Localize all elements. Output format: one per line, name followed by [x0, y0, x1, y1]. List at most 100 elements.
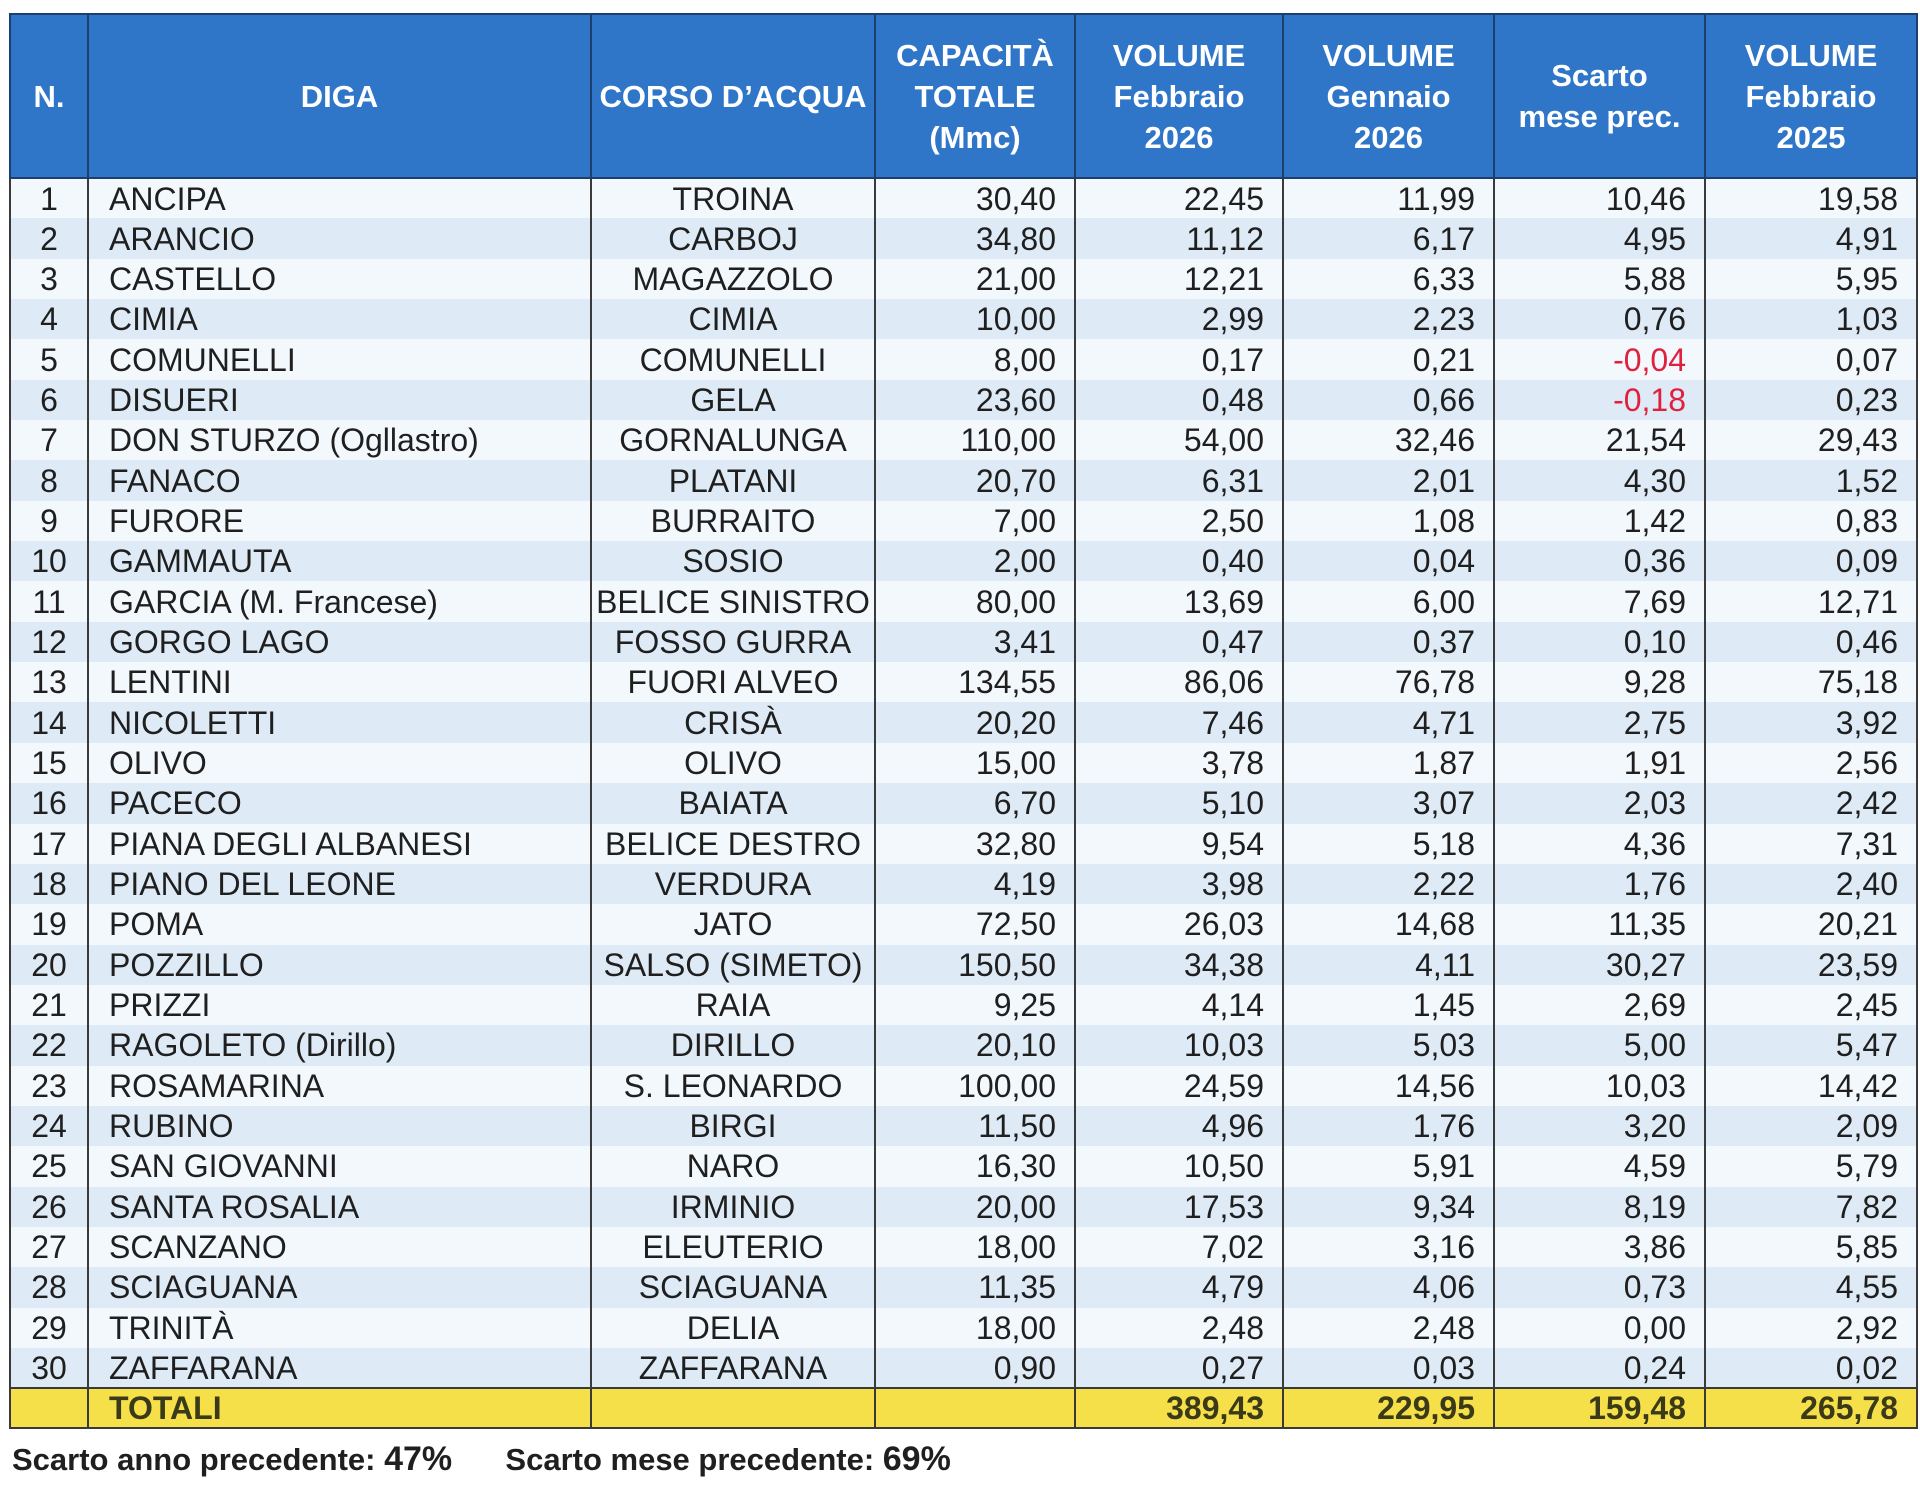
cell-capacita: 110,00 — [874, 420, 1076, 461]
dams-table: N. DIGA CORSO D’ACQUA CAPACITÀ TOTALE (Mmc… — [9, 13, 1918, 1430]
table-row: 20 POZZILLO SALSO (SIMETO) 150,50 34,38 4,11 3… — [9, 944, 1918, 985]
table-row: 21 PRIZZI RAIA 9,25 4,14 1,45 2,69 2,45 — [9, 984, 1918, 1026]
cell-capacita: 20,70 — [874, 460, 1076, 501]
cell-capacita: 134,55 — [874, 662, 1076, 703]
cell-capacita: 8,00 — [874, 339, 1076, 380]
cell-volume-feb-2025: 4,55 — [1704, 1267, 1918, 1308]
table-row: 22 RAGOLETO (Dirillo) DIRILLO 20,10 10,03 5,0… — [9, 1025, 1918, 1066]
cell-diga: DON STURZO (Ogllastro) — [87, 420, 592, 461]
cell-volume-gen-2026: 11,99 — [1282, 176, 1495, 219]
cell-scarto: 3,20 — [1493, 1105, 1706, 1147]
cell-corso: ELEUTERIO — [590, 1226, 876, 1268]
cell-n: 18 — [9, 863, 89, 905]
cell-volume-gen-2026: 6,00 — [1282, 581, 1495, 622]
cell-n: 26 — [9, 1186, 89, 1227]
cell-volume-feb-2026: 2,50 — [1074, 500, 1284, 542]
cell-volume-gen-2026: 4,11 — [1282, 944, 1495, 985]
cell-capacita: 11,35 — [874, 1267, 1076, 1308]
cell-volume-feb-2025: 75,18 — [1704, 662, 1918, 703]
scarto-mese-label: Scarto mese precedente: — [505, 1442, 875, 1477]
cell-corso: SALSO (SIMETO) — [590, 944, 876, 985]
table-row: 14 NICOLETTI CRISÀ 20,20 7,46 4,71 2,75 3,92 — [9, 702, 1918, 743]
cell-capacita: 30,40 — [874, 176, 1076, 219]
cell-scarto: 0,00 — [1493, 1307, 1706, 1348]
cell-n: 16 — [9, 783, 89, 824]
cell-scarto: 0,73 — [1493, 1267, 1706, 1308]
cell-scarto: 1,76 — [1493, 863, 1706, 905]
cell-corso: OLIVO — [590, 742, 876, 784]
cell-volume-gen-2026: 1,45 — [1282, 984, 1495, 1026]
cell-capacita: 34,80 — [874, 218, 1076, 259]
table-row: 16 PACECO BAIATA 6,70 5,10 3,07 2,03 2,42 — [9, 783, 1918, 824]
cell-volume-feb-2026: 17,53 — [1074, 1186, 1284, 1227]
cell-capacita: 20,10 — [874, 1025, 1076, 1066]
cell-scarto: 3,86 — [1493, 1226, 1706, 1268]
cell-n: 20 — [9, 944, 89, 985]
cell-diga: TRINITÀ — [87, 1307, 592, 1348]
cell-diga: FURORE — [87, 500, 592, 542]
cell-volume-feb-2025: 0,83 — [1704, 500, 1918, 542]
cell-volume-feb-2025: 2,92 — [1704, 1307, 1918, 1348]
cell-diga: RUBINO — [87, 1105, 592, 1147]
cell-corso: BELICE DESTRO — [590, 823, 876, 864]
cell-volume-feb-2025: 5,85 — [1704, 1226, 1918, 1268]
cell-corso: IRMINIO — [590, 1186, 876, 1227]
cell-n: 10 — [9, 541, 89, 582]
cell-scarto: 0,10 — [1493, 621, 1706, 663]
cell-volume-feb-2026: 2,99 — [1074, 299, 1284, 340]
cell-volume-feb-2026: 4,14 — [1074, 984, 1284, 1026]
cell-corso: CIMIA — [590, 299, 876, 340]
cell-scarto: 5,88 — [1493, 258, 1706, 300]
cell-corso: GELA — [590, 379, 876, 421]
cell-scarto: 1,91 — [1493, 742, 1706, 784]
cell-diga: GAMMAUTA — [87, 541, 592, 582]
cell-scarto: 2,75 — [1493, 702, 1706, 743]
table-row: 19 POMA JATO 72,50 26,03 14,68 11,35 20,21 — [9, 904, 1918, 945]
header-volume-feb-2025: VOLUME Febbraio 2025 — [1704, 13, 1918, 179]
cell-volume-gen-2026: 6,17 — [1282, 218, 1495, 259]
table-row: 7 DON STURZO (Ogllastro) GORNALUNGA 110,00 5… — [9, 420, 1918, 461]
table-body: 1 ANCIPA TROINA 30,40 22,45 11,99 10,46 19,58 2 A… — [9, 176, 1918, 1430]
cell-diga: PIANO DEL LEONE — [87, 863, 592, 905]
cell-volume-gen-2026: 6,33 — [1282, 258, 1495, 300]
cell-diga: PIANA DEGLI ALBANESI — [87, 823, 592, 864]
cell-diga: FANACO — [87, 460, 592, 501]
cell-diga: SCANZANO — [87, 1226, 592, 1268]
totals-label: TOTALI — [87, 1387, 592, 1430]
cell-volume-feb-2026: 86,06 — [1074, 662, 1284, 703]
cell-volume-gen-2026: 14,68 — [1282, 904, 1495, 945]
cell-diga: ARANCIO — [87, 218, 592, 259]
cell-volume-gen-2026: 32,46 — [1282, 420, 1495, 461]
cell-scarto: 4,95 — [1493, 218, 1706, 259]
cell-volume-feb-2026: 11,12 — [1074, 218, 1284, 259]
cell-volume-feb-2026: 2,48 — [1074, 1307, 1284, 1348]
cell-volume-feb-2025: 23,59 — [1704, 944, 1918, 985]
cell-capacita: 10,00 — [874, 299, 1076, 340]
cell-capacita: 23,60 — [874, 379, 1076, 421]
cell-volume-feb-2025: 2,45 — [1704, 984, 1918, 1026]
cell-volume-feb-2025: 3,92 — [1704, 702, 1918, 743]
cell-n: 28 — [9, 1267, 89, 1308]
cell-corso: BAIATA — [590, 783, 876, 824]
cell-volume-feb-2025: 19,58 — [1704, 176, 1918, 219]
cell-diga: SCIAGUANA — [87, 1267, 592, 1308]
cell-n: 1 — [9, 176, 89, 219]
table-row: 24 RUBINO BIRGI 11,50 4,96 1,76 3,20 2,09 — [9, 1105, 1918, 1147]
cell-corso: DIRILLO — [590, 1025, 876, 1066]
cell-capacita: 21,00 — [874, 258, 1076, 300]
cell-volume-feb-2026: 0,40 — [1074, 541, 1284, 582]
cell-capacita: 9,25 — [874, 984, 1076, 1026]
table-row: 17 PIANA DEGLI ALBANESI BELICE DESTRO 32,80… — [9, 823, 1918, 864]
header-volume-gen-2026: VOLUME Gennaio 2026 — [1282, 13, 1495, 179]
cell-volume-feb-2025: 5,47 — [1704, 1025, 1918, 1066]
cell-diga: PACECO — [87, 783, 592, 824]
totals-volume-feb-2026: 389,43 — [1074, 1387, 1284, 1430]
cell-capacita: 16,30 — [874, 1146, 1076, 1187]
cell-capacita: 6,70 — [874, 783, 1076, 824]
cell-n: 13 — [9, 662, 89, 703]
cell-volume-gen-2026: 5,03 — [1282, 1025, 1495, 1066]
cell-volume-gen-2026: 2,48 — [1282, 1307, 1495, 1348]
cell-volume-feb-2025: 0,23 — [1704, 379, 1918, 421]
cell-volume-feb-2026: 10,03 — [1074, 1025, 1284, 1066]
cell-n: 25 — [9, 1146, 89, 1187]
